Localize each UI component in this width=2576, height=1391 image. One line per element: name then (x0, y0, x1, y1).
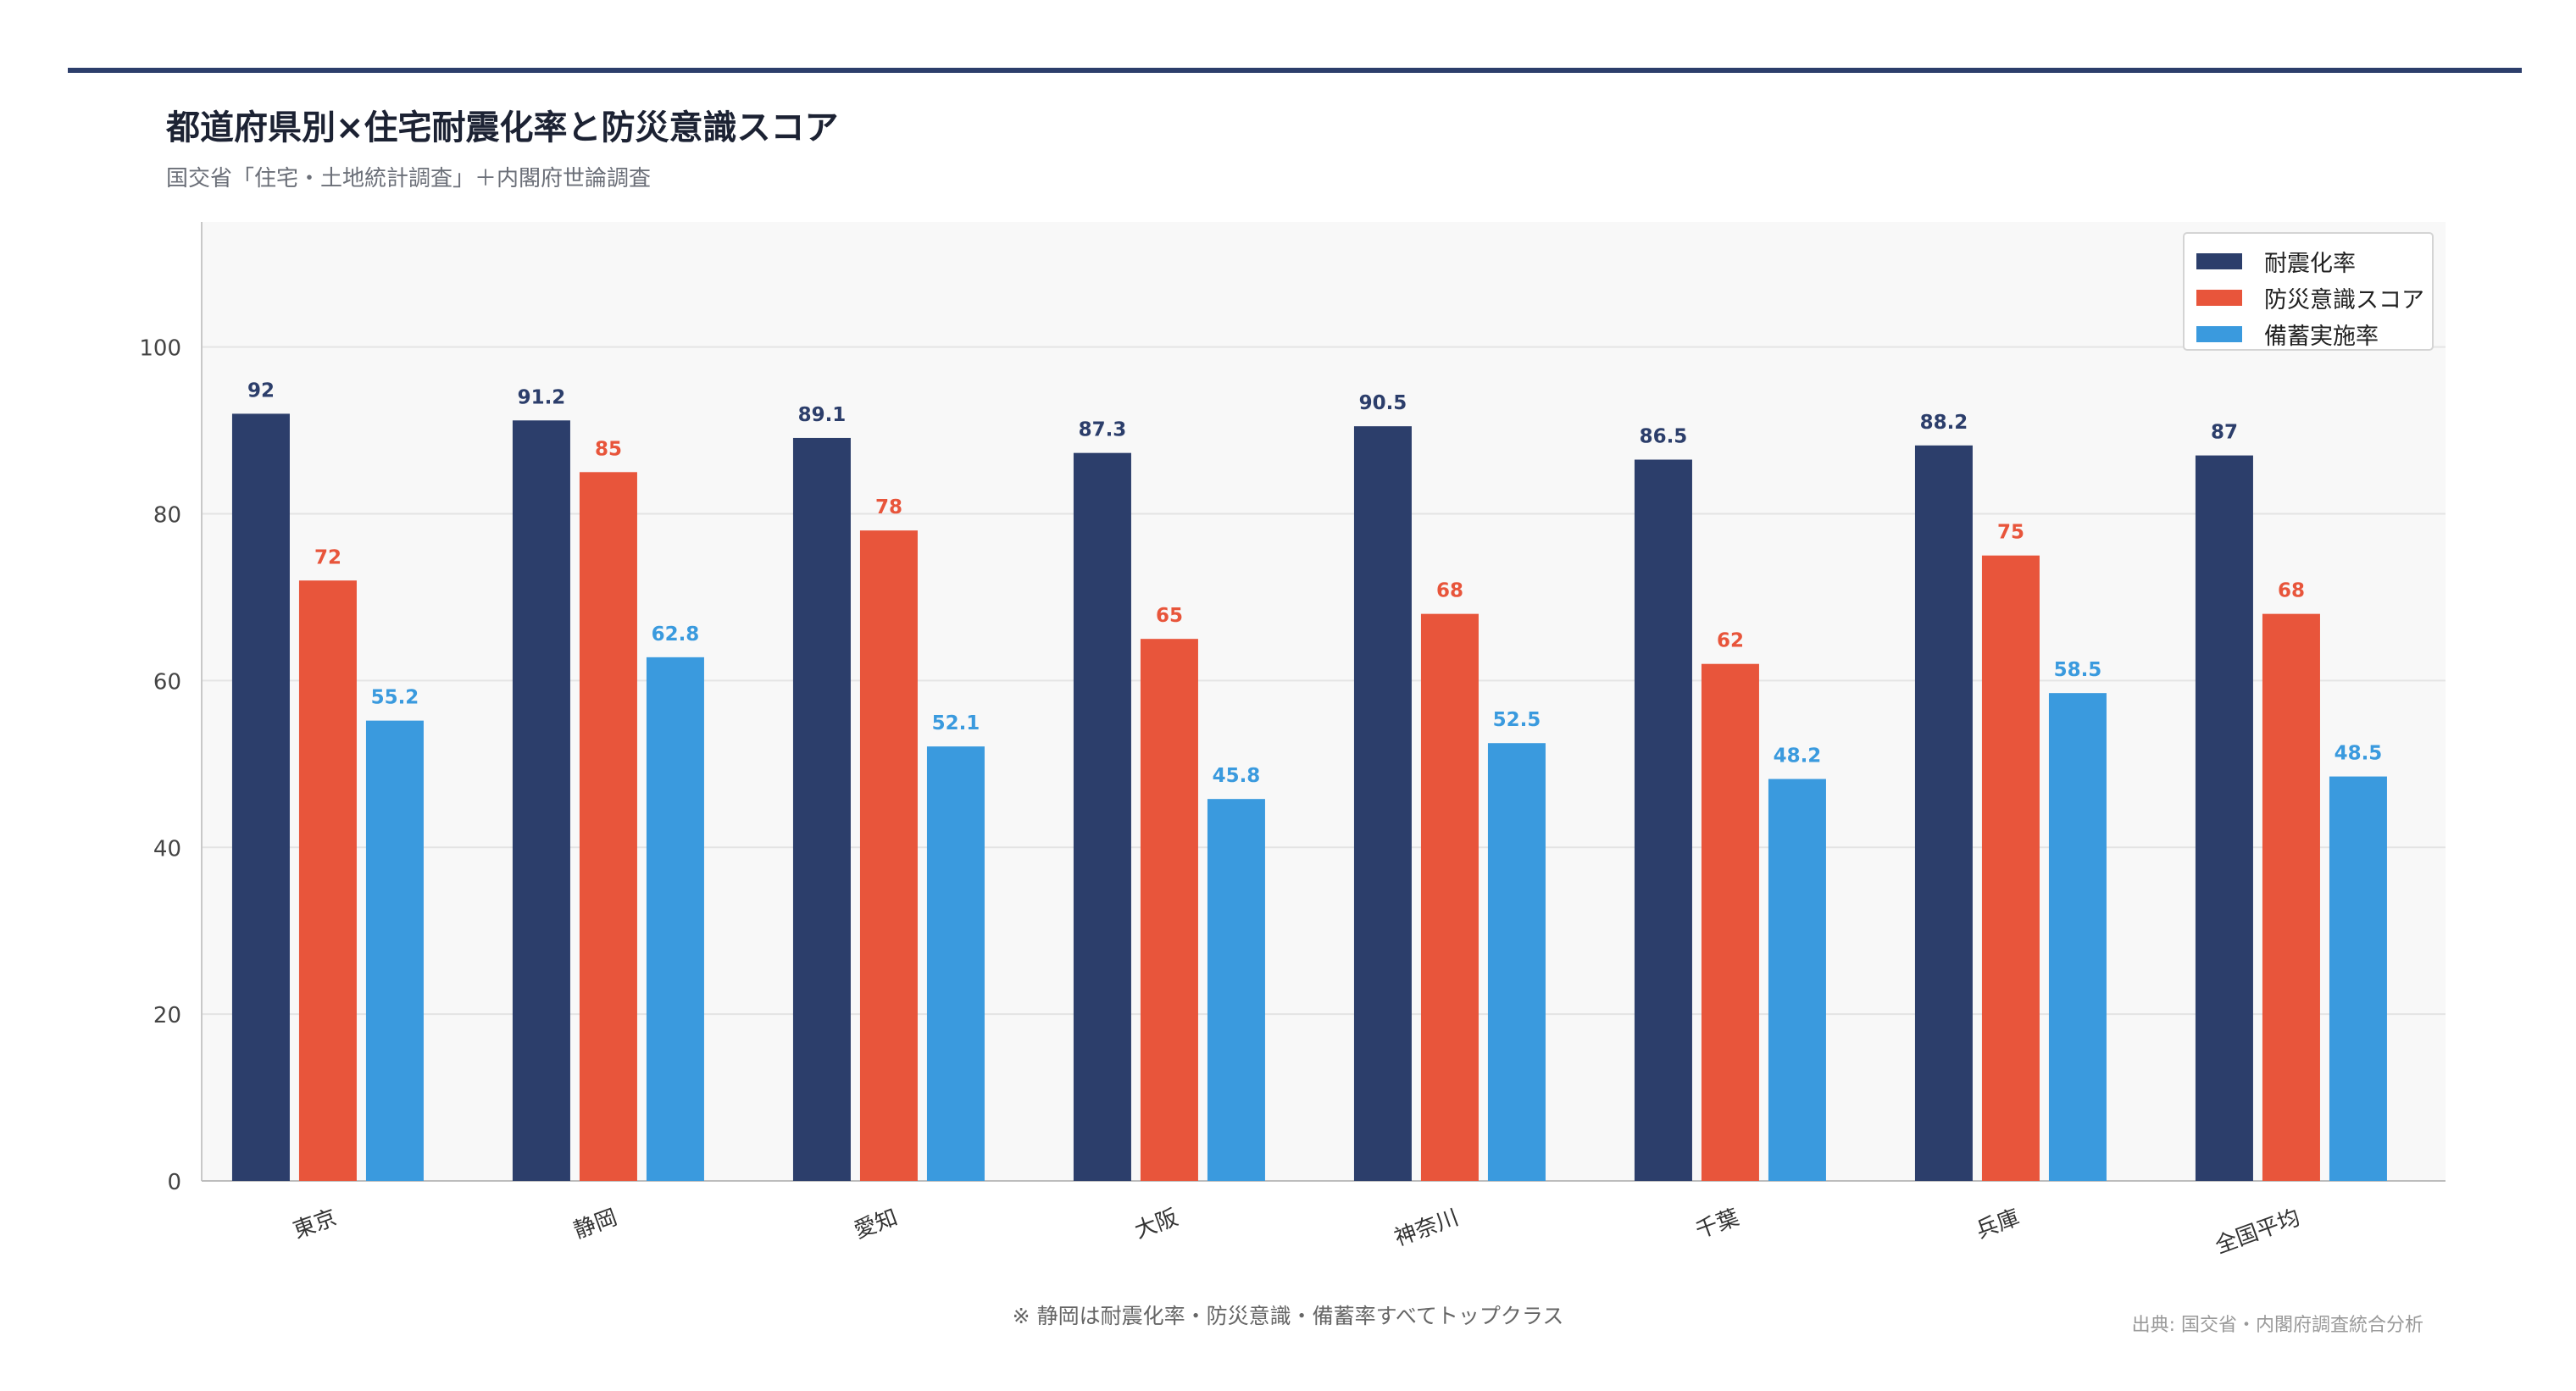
x-tick-label-2: 愛知 (851, 1205, 901, 1244)
legend-swatch-series-1 (2196, 289, 2242, 306)
bar-s0-c4 (1353, 426, 1412, 1181)
data-label-s1-c4: 68 (1436, 580, 1463, 602)
data-label-s0-c3: 87.3 (1079, 419, 1127, 441)
legend-label-series-1: 防災意識スコア (2264, 286, 2424, 313)
y-tick-label-5: 100 (139, 336, 181, 362)
data-label-s2-c0: 55.2 (371, 687, 419, 709)
bar-s0-c5 (1634, 459, 1692, 1181)
x-tick-label-7: 全国平均 (2212, 1205, 2303, 1259)
data-label-s0-c5: 86.5 (1640, 426, 1688, 448)
bar-s2-c7 (2329, 776, 2387, 1181)
bar-s2-c6 (2048, 693, 2107, 1181)
data-label-s2-c3: 45.8 (1213, 765, 1261, 787)
data-label-s0-c4: 90.5 (1359, 392, 1407, 414)
data-label-s2-c5: 48.2 (1774, 745, 1822, 768)
bar-s2-c3 (1207, 799, 1265, 1181)
bar-s1-c3 (1140, 639, 1198, 1181)
data-label-s1-c6: 75 (1997, 522, 2024, 544)
legend-item-series-1: 防災意識スコア (2196, 280, 2424, 314)
chart-subtitle: 国交省「住宅・土地統計調査」＋内閣府世論調査 (166, 166, 652, 191)
data-label-s1-c1: 85 (595, 438, 622, 460)
bar-s0-c3 (1073, 452, 1131, 1181)
x-tick-label-4: 神奈川 (1391, 1205, 1463, 1251)
data-label-s1-c3: 65 (1156, 605, 1183, 627)
bar-s1-c2 (859, 530, 918, 1181)
x-tick-label-5: 千葉 (1692, 1205, 1742, 1244)
y-tick-label-3: 60 (153, 669, 181, 695)
x-tick-label-0: 東京 (290, 1205, 340, 1244)
data-label-s0-c7: 87 (2211, 422, 2238, 444)
data-label-s2-c2: 52.1 (932, 712, 980, 734)
y-tick-label-1: 20 (153, 1003, 181, 1028)
data-label-s2-c7: 48.5 (2334, 743, 2383, 765)
data-label-s2-c1: 62.8 (652, 623, 700, 646)
legend: 耐震化率 防災意識スコア 備蓄実施率 (2183, 232, 2434, 351)
bar-s0-c7 (2195, 455, 2253, 1181)
data-label-s0-c2: 89.1 (798, 404, 847, 426)
data-label-s2-c4: 52.5 (1493, 709, 1541, 731)
bar-s2-c0 (365, 720, 424, 1181)
bar-s2-c4 (1487, 743, 1546, 1181)
bar-s1-c1 (579, 472, 637, 1181)
bar-s2-c2 (926, 746, 985, 1181)
y-tick-label-2: 40 (153, 836, 181, 862)
chart-title: 都道府県別×住宅耐震化率と防災意識スコア (166, 108, 839, 147)
header-rule (68, 68, 2522, 73)
bar-s0-c0 (231, 413, 290, 1181)
data-label-s0-c0: 92 (247, 380, 275, 402)
data-label-s1-c0: 72 (314, 546, 341, 568)
data-label-s1-c7: 68 (2278, 580, 2305, 602)
y-tick-label-4: 80 (153, 503, 181, 529)
bar-s0-c2 (792, 437, 851, 1181)
bar-s0-c6 (1914, 445, 1973, 1181)
bar-s1-c7 (2262, 613, 2320, 1181)
legend-label-series-2: 備蓄実施率 (2264, 323, 2379, 350)
data-label-s0-c6: 88.2 (1920, 412, 1968, 434)
bar-s2-c1 (646, 657, 704, 1181)
bar-s0-c1 (512, 420, 570, 1181)
bar-s1-c6 (1981, 555, 2040, 1181)
legend-swatch-series-0 (2196, 252, 2242, 269)
legend-label-series-0: 耐震化率 (2264, 250, 2356, 277)
x-tick-label-6: 兵庫 (1973, 1205, 2023, 1244)
bar-s2-c5 (1768, 779, 1826, 1181)
bar-s1-c0 (298, 580, 357, 1181)
legend-swatch-series-2 (2196, 325, 2242, 342)
bar-s1-c4 (1420, 613, 1479, 1181)
footnote: ※ 静岡は耐震化率・防災意識・備蓄率すべてトップクラス (1012, 1304, 1564, 1328)
bar-s1-c5 (1701, 663, 1759, 1181)
data-label-s2-c6: 58.5 (2054, 659, 2102, 681)
data-label-s0-c1: 91.2 (518, 386, 566, 408)
x-tick-label-3: 大阪 (1131, 1205, 1181, 1244)
source-credit: 出典: 国交省・内閣府調査統合分析 (2131, 1315, 2423, 1336)
legend-item-series-2: 備蓄実施率 (2196, 317, 2379, 351)
x-tick-label-1: 静岡 (570, 1205, 620, 1244)
legend-item-series-0: 耐震化率 (2196, 244, 2356, 278)
data-label-s1-c2: 78 (875, 496, 902, 518)
data-label-s1-c5: 62 (1717, 630, 1744, 652)
y-tick-label-0: 0 (167, 1170, 181, 1195)
